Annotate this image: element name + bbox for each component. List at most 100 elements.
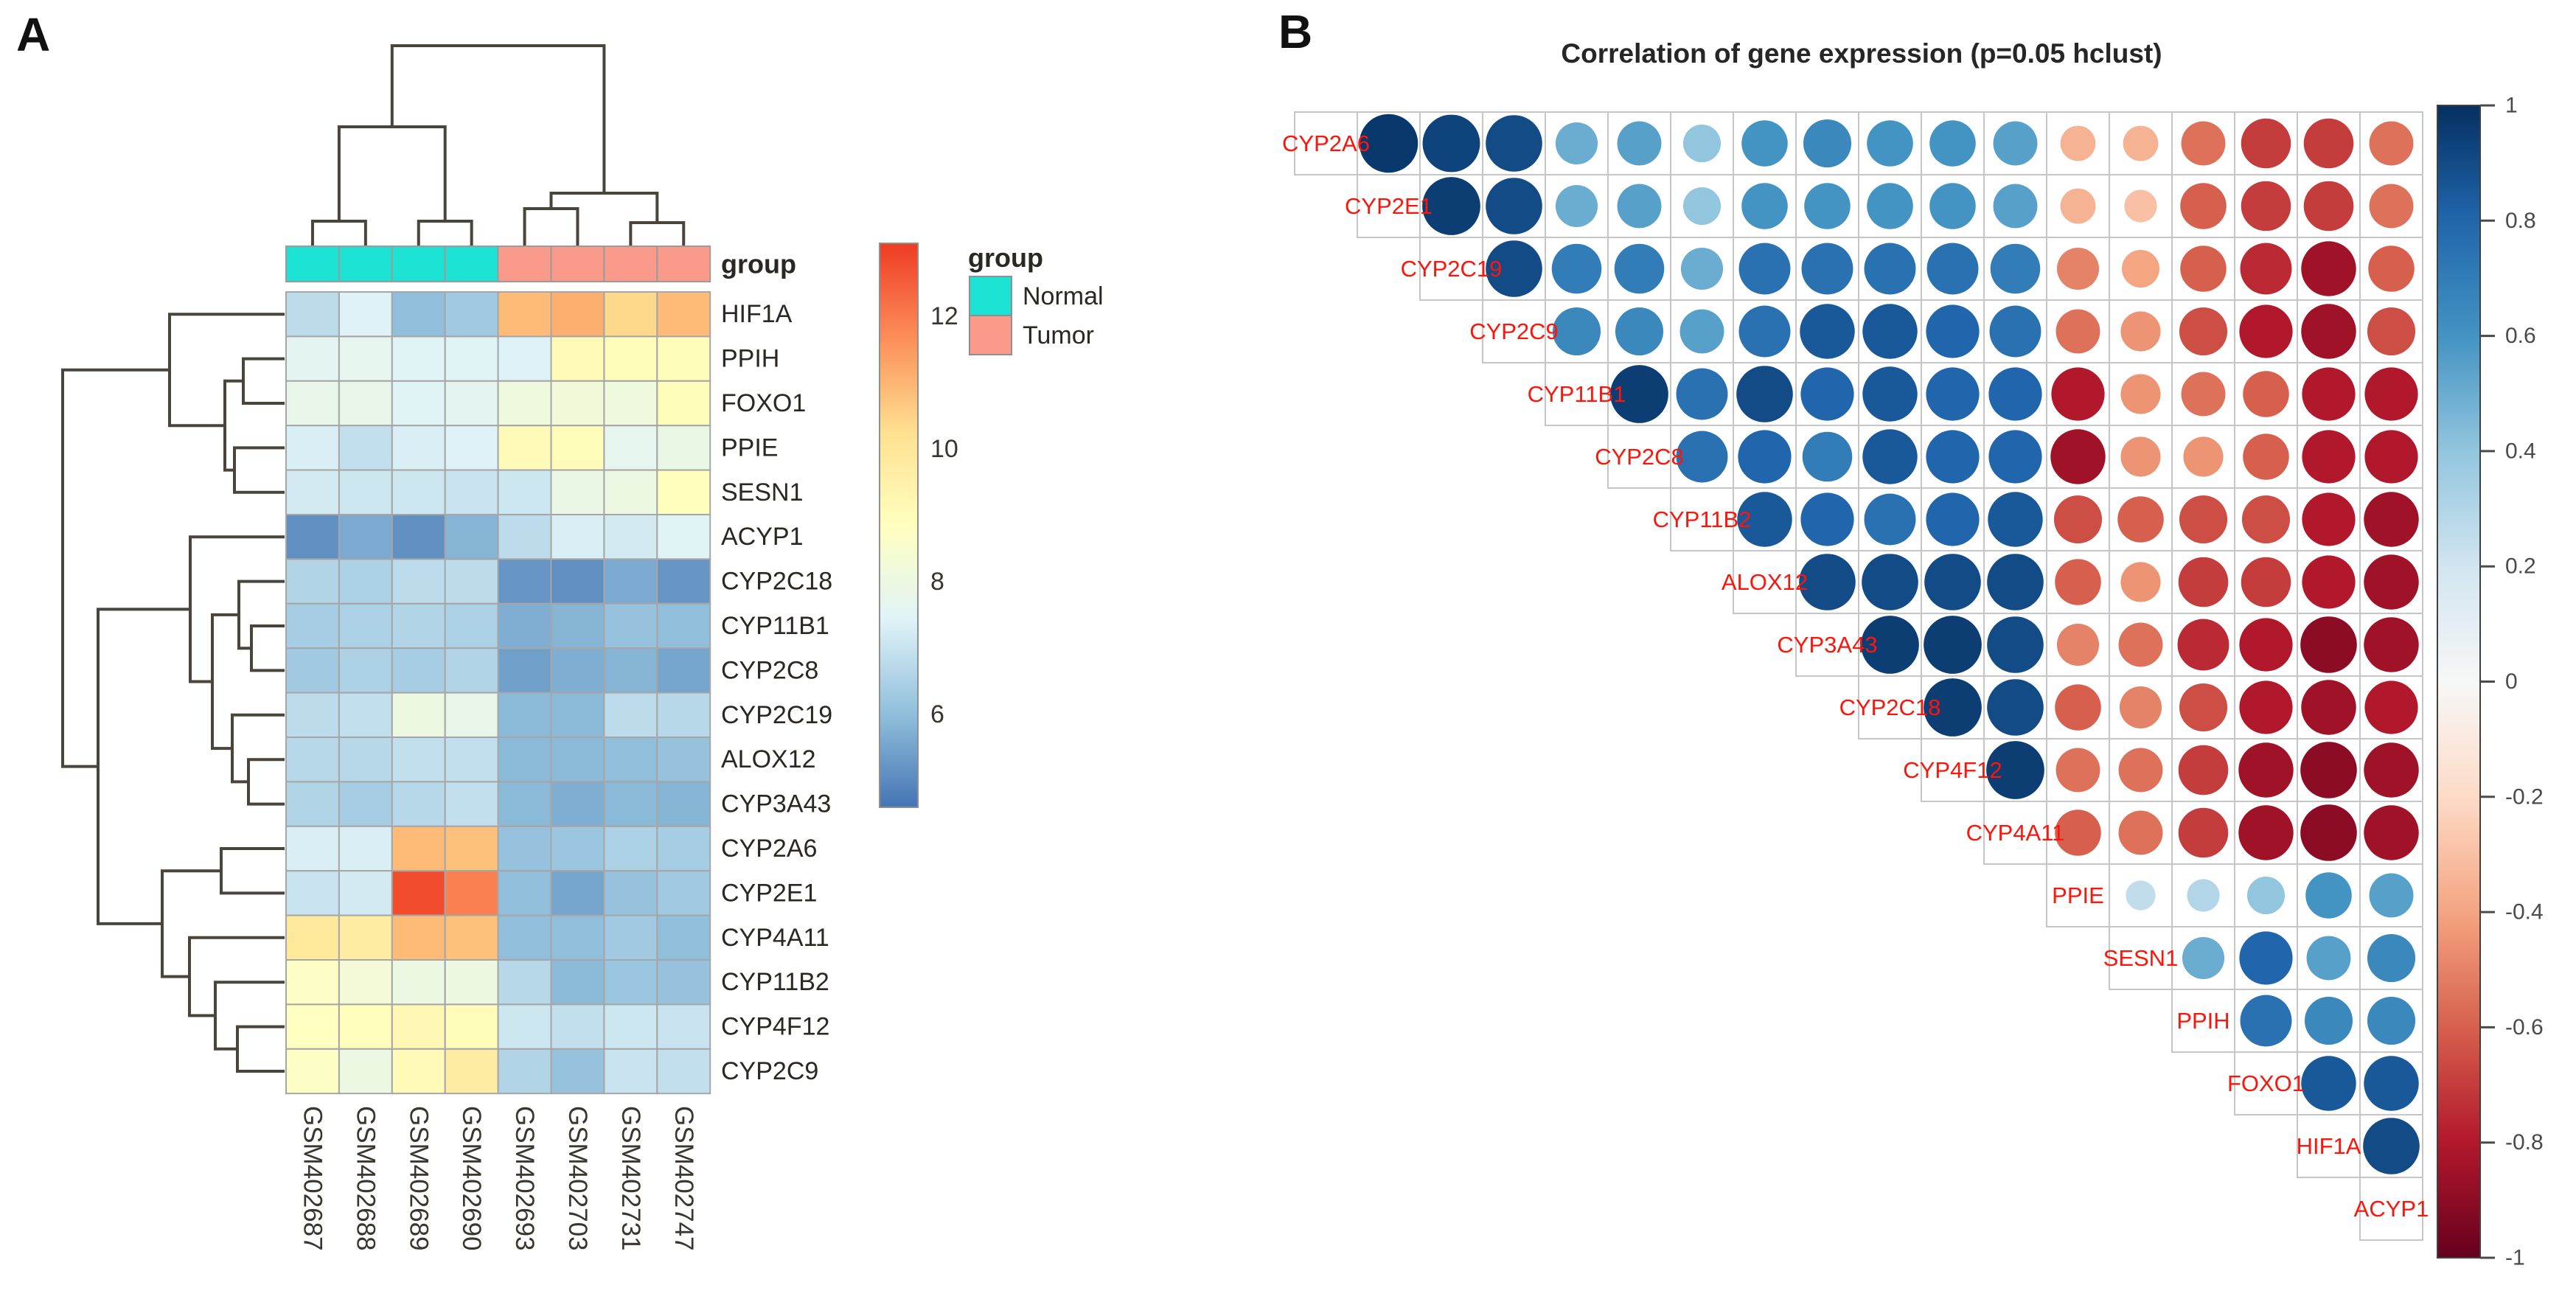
corr-circle — [2302, 430, 2356, 484]
heatmap-cell — [603, 825, 658, 872]
gene-label: CYP2C18 — [721, 568, 832, 596]
heatmap-cell — [285, 914, 340, 961]
corr-cell — [1545, 362, 1609, 426]
row-dendrogram-branch — [61, 368, 170, 768]
corr-circle — [2369, 873, 2414, 918]
corr-circle — [2301, 1056, 2356, 1111]
sample-label: GSM402693 — [510, 1106, 539, 1251]
heatmap-cell — [656, 692, 711, 738]
corr-circle — [2118, 622, 2163, 667]
heatmap-cell — [338, 602, 393, 650]
corr-circle — [2120, 311, 2161, 352]
group-bar-cell — [391, 246, 446, 282]
corr-colorbar-ticklabel: -0.2 — [2505, 784, 2544, 809]
panel-b-label: B — [1278, 5, 1313, 58]
corr-circle — [2056, 247, 2100, 290]
corr-circle — [2177, 619, 2229, 671]
sample-label: GSM402703 — [563, 1106, 592, 1251]
corr-circle — [1800, 304, 1855, 359]
gene-label: CYP2C8 — [721, 656, 818, 684]
group-bar-cell — [497, 246, 552, 282]
panel-a-label: A — [16, 8, 51, 61]
corr-circle — [2180, 246, 2227, 292]
heatmap-cell — [497, 380, 552, 427]
corr-circle — [1682, 187, 1722, 226]
corr-colorbar-ticklabel: 1 — [2505, 94, 2518, 118]
heatmap-cell — [338, 914, 393, 961]
corr-cell — [2359, 1177, 2423, 1241]
corr-gene-label: FOXO1 — [2227, 1071, 2305, 1096]
corr-circle — [1738, 430, 1792, 484]
heatmap-cell — [338, 870, 393, 916]
heatmap-cell — [338, 469, 393, 515]
corr-gene-label: SESN1 — [2103, 945, 2179, 971]
column-dendrogram-branch — [390, 44, 606, 193]
corr-circle — [1679, 309, 1724, 354]
corr-circle — [1682, 124, 1722, 163]
corr-circle — [1986, 741, 2044, 799]
heatmap-cell — [497, 1048, 552, 1095]
corr-circle — [1987, 554, 2044, 610]
corr-circle — [2243, 371, 2289, 417]
corr-colorbar-ticklabel: -0.4 — [2505, 900, 2544, 925]
corr-circle — [2053, 495, 2103, 544]
heatmap-cell — [656, 469, 711, 515]
gene-label: CYP2E1 — [721, 879, 817, 907]
heatmap-cell — [391, 737, 446, 783]
row-dendrogram-branch — [250, 624, 285, 672]
corr-circle — [2179, 495, 2228, 544]
corr-circle — [2187, 879, 2220, 912]
corr-cell — [1858, 675, 1922, 739]
heatmap-cell — [285, 692, 340, 738]
corr-circle — [2301, 680, 2356, 735]
row-dendrogram-branch — [188, 936, 285, 1017]
corr-circle — [1486, 178, 1542, 234]
corr-circle — [2056, 623, 2100, 666]
heatmap-cell — [338, 1003, 393, 1050]
sample-label: GSM402687 — [298, 1106, 327, 1251]
heatmap-cell — [391, 914, 446, 961]
corr-circle — [1862, 366, 1918, 422]
heatmap-cell — [338, 380, 393, 427]
gene-label: CYP4A11 — [721, 924, 829, 952]
sample-label: GSM402690 — [457, 1106, 486, 1251]
heatmap-cell — [550, 737, 605, 783]
corr-colorbar-ticklabel: -0.6 — [2505, 1015, 2544, 1040]
corr-circle — [1555, 122, 1598, 165]
corr-circle — [2306, 936, 2351, 981]
heatmap-cell — [603, 602, 658, 650]
corr-circle — [2364, 367, 2418, 421]
corr-circle — [2368, 246, 2415, 292]
heatmap-cell — [497, 602, 552, 650]
gene-label: PPIH — [721, 345, 779, 373]
corr-cell — [1419, 237, 1483, 301]
corr-cell — [2297, 1114, 2361, 1178]
heatmap-cell — [550, 825, 605, 872]
heatmap-cell — [497, 647, 552, 694]
corr-circle — [1988, 492, 2043, 547]
heatmap-cell — [497, 737, 552, 783]
corr-circle — [2118, 810, 2163, 855]
heatmap-cell — [656, 425, 711, 471]
corr-circle — [2303, 181, 2354, 231]
corr-circle — [1486, 240, 1542, 297]
column-dendrogram-branch — [417, 220, 473, 246]
corr-circle — [1990, 243, 2041, 294]
corr-circle — [2241, 557, 2291, 608]
heatmap-cell — [656, 514, 711, 560]
group-bar-label: group — [721, 249, 796, 279]
corr-circle — [1676, 368, 1728, 420]
corr-circle — [2305, 872, 2352, 919]
corr-circle — [1422, 114, 1480, 173]
corr-circle — [1799, 554, 1856, 610]
heatmap-cell — [550, 959, 605, 1006]
corr-gene-label: PPIE — [2052, 882, 2104, 908]
row-dendrogram-branch — [168, 313, 285, 428]
heatmap-cell — [656, 380, 711, 427]
corr-circle — [1676, 431, 1728, 483]
panel-b-title: Correlation of gene expression (p=0.05 h… — [1561, 38, 2162, 69]
heatmap-colorbar-tick: 10 — [930, 435, 958, 463]
corr-circle — [1924, 678, 1982, 737]
row-dendrogram-branch — [236, 1025, 285, 1073]
corr-circle — [2364, 554, 2419, 610]
